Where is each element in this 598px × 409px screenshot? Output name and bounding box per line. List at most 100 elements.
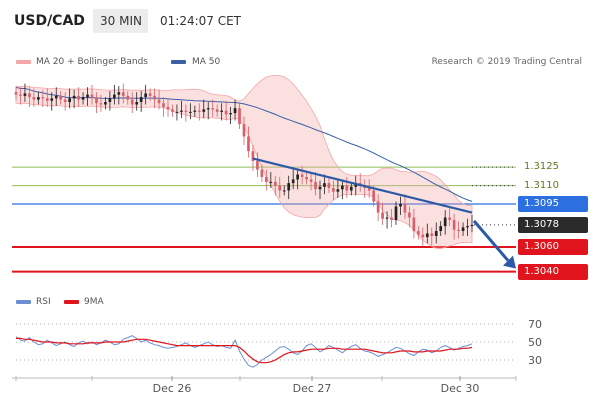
candle-body bbox=[202, 109, 206, 112]
candle-body bbox=[349, 186, 353, 191]
symbol-title: USD/CAD bbox=[14, 13, 85, 29]
candle-body bbox=[108, 98, 112, 103]
candle-body bbox=[251, 151, 255, 161]
candle-body bbox=[421, 234, 425, 238]
candle-body bbox=[113, 94, 116, 99]
candle-body bbox=[461, 227, 465, 232]
candle-body bbox=[238, 108, 241, 125]
candle-body bbox=[197, 110, 201, 112]
candle-body bbox=[224, 110, 228, 115]
candle-body bbox=[430, 233, 434, 236]
rsi-legend-label: RSI bbox=[36, 297, 51, 307]
candle-body bbox=[117, 92, 121, 95]
bollinger-band bbox=[15, 74, 473, 250]
candle-body bbox=[265, 176, 268, 182]
candle-body bbox=[452, 219, 456, 230]
candle-body bbox=[28, 93, 31, 98]
price-label-1-3060: 1.3060 bbox=[518, 239, 588, 255]
candle-body bbox=[81, 97, 85, 100]
candle-body bbox=[291, 179, 295, 184]
candle-body bbox=[162, 103, 165, 107]
candle-body bbox=[305, 176, 308, 180]
candle-body bbox=[126, 95, 130, 100]
price-label-1-3110: 1.3110 bbox=[524, 179, 559, 191]
projection-arrow bbox=[472, 219, 510, 262]
candle-body bbox=[220, 110, 223, 112]
trend-line bbox=[252, 157, 473, 214]
candle-body bbox=[130, 99, 134, 105]
candle-body bbox=[260, 169, 264, 177]
candle-body bbox=[229, 113, 232, 115]
candle-body bbox=[448, 217, 451, 220]
chart-header: USD/CAD 30 MIN 01:24:07 CET bbox=[0, 0, 598, 40]
candle-body bbox=[19, 94, 22, 96]
candle-body bbox=[434, 231, 438, 236]
candle-body bbox=[32, 97, 36, 100]
timeframe-badge[interactable] bbox=[93, 9, 148, 33]
candle-body bbox=[215, 109, 219, 112]
rsi-ma-line bbox=[16, 337, 473, 364]
candle-body bbox=[175, 111, 179, 113]
candle-body bbox=[332, 188, 335, 192]
candle-body bbox=[95, 98, 98, 104]
candle-body bbox=[269, 181, 273, 183]
candle-body bbox=[287, 183, 291, 191]
candle-body bbox=[99, 103, 103, 105]
candle-body bbox=[184, 110, 188, 112]
candle-body bbox=[470, 224, 474, 227]
candle-body bbox=[157, 99, 161, 104]
price-label-1-3040: 1.3040 bbox=[518, 263, 588, 280]
candle-body bbox=[318, 186, 322, 190]
candle-body bbox=[233, 108, 237, 114]
candle-body bbox=[189, 111, 192, 113]
timestamp: 01:24:07 CET bbox=[160, 14, 241, 28]
bollinger-legend-swatch bbox=[16, 60, 31, 64]
candle-body bbox=[37, 97, 40, 100]
candle-body bbox=[68, 98, 71, 103]
candle-body bbox=[41, 97, 45, 99]
candle-body bbox=[345, 185, 349, 191]
ma50-legend-swatch bbox=[171, 60, 186, 64]
candle-body bbox=[23, 93, 27, 96]
candle-body bbox=[381, 212, 384, 219]
candle-body bbox=[399, 204, 402, 207]
projection-arrowhead bbox=[503, 255, 516, 269]
x-tick-label: Dec 30 bbox=[441, 382, 480, 395]
candle-body bbox=[412, 217, 416, 232]
rsi-ma-legend-label: 9MA bbox=[84, 297, 104, 307]
candle-body bbox=[336, 189, 340, 192]
candle-body bbox=[90, 94, 94, 99]
candle-body bbox=[394, 206, 398, 220]
candle-body bbox=[323, 183, 326, 187]
candle-body bbox=[166, 106, 170, 110]
candle-body bbox=[63, 99, 67, 103]
x-tick-label: Dec 27 bbox=[293, 382, 332, 395]
rsi-tick-label: 30 bbox=[528, 354, 542, 367]
price-label-1-3078: 1.3078 bbox=[518, 216, 588, 233]
candle-body bbox=[242, 124, 246, 137]
candle-body bbox=[54, 95, 58, 99]
candle-body bbox=[300, 174, 304, 177]
candle-body bbox=[171, 109, 174, 112]
candle-body bbox=[278, 185, 282, 191]
candle-body bbox=[247, 136, 250, 152]
rsi-legend-swatch bbox=[16, 300, 31, 304]
candle-body bbox=[121, 92, 125, 96]
candle-body bbox=[211, 108, 215, 110]
candle-body bbox=[86, 94, 89, 98]
candle-body bbox=[443, 217, 447, 227]
candle-body bbox=[45, 98, 49, 101]
candle-body bbox=[457, 229, 460, 232]
rsi-tick-label: 50 bbox=[528, 336, 542, 349]
candle-body bbox=[180, 110, 183, 112]
candle-body bbox=[466, 226, 469, 228]
timeframe-label[interactable]: 30 MIN bbox=[100, 14, 142, 28]
candle-body bbox=[367, 188, 371, 191]
candle-body bbox=[417, 231, 420, 235]
candle-body bbox=[104, 102, 107, 105]
candle-body bbox=[372, 190, 375, 202]
candle-body bbox=[296, 174, 299, 180]
candle-body bbox=[376, 201, 380, 213]
candle-body bbox=[385, 217, 389, 219]
